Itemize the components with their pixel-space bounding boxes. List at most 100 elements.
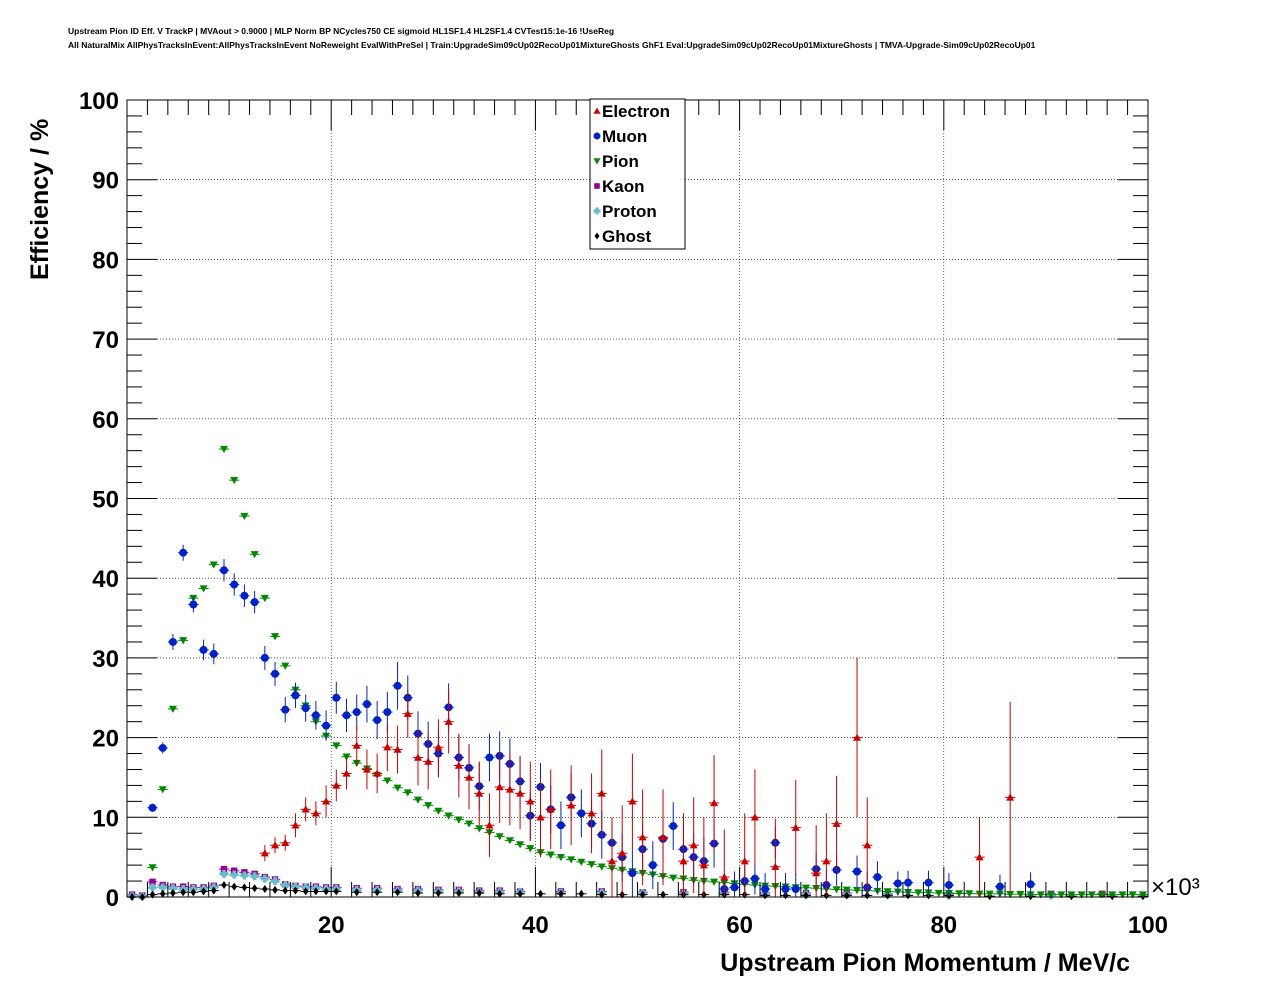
pion-point — [1118, 891, 1127, 899]
x-axis-label: Upstream Pion Momentum / MeV/c — [720, 949, 1130, 977]
pion-point — [424, 802, 433, 810]
ghost-point — [496, 889, 503, 898]
electron-point — [832, 819, 841, 827]
electron-point — [424, 757, 433, 765]
ghost-point — [394, 888, 401, 897]
electron-point — [352, 741, 361, 749]
ghost-point — [578, 889, 585, 898]
pion-point — [454, 816, 463, 824]
pion-point — [710, 878, 719, 886]
pion-point — [1057, 891, 1066, 899]
electron-point — [587, 809, 596, 817]
ghost-point — [302, 887, 309, 896]
ghost-point — [558, 889, 564, 898]
muon-point — [761, 885, 770, 894]
electron-point — [546, 805, 555, 813]
muon-point — [301, 704, 310, 713]
muon-point — [342, 711, 351, 720]
series-pion — [147, 445, 1148, 899]
electron-point — [291, 821, 300, 829]
ghost-point — [594, 232, 600, 240]
legend-box — [589, 98, 686, 250]
muon-point — [179, 548, 188, 557]
muon-point — [485, 753, 494, 762]
electron-point — [710, 798, 719, 807]
muon-point — [260, 653, 269, 662]
ghost-point — [170, 889, 176, 898]
muon-point — [219, 566, 228, 575]
muon-point — [373, 716, 382, 725]
pion-point — [556, 853, 565, 862]
electron-point — [301, 805, 310, 813]
electron-point — [699, 861, 708, 869]
tick-labels: 20 40 60 80 100 0 10 20 30 40 50 60 70 80 90 100 — [79, 88, 1168, 939]
pion-point — [801, 884, 810, 892]
pion-point — [842, 886, 851, 894]
electron-point — [771, 862, 780, 870]
electron-point — [393, 745, 402, 753]
electron-point — [465, 773, 474, 781]
ghost-point — [221, 881, 227, 890]
muon-point — [281, 705, 290, 714]
pion-point — [495, 833, 504, 841]
ghost-point — [251, 884, 258, 893]
pion-point — [1098, 891, 1107, 899]
electron-point — [618, 849, 627, 857]
y-tick-label: 10 — [92, 805, 119, 832]
pion-point — [199, 585, 208, 593]
pion-point — [209, 561, 218, 569]
electron-point — [975, 853, 984, 861]
pion-point — [567, 856, 576, 864]
legend-label: Ghost — [602, 227, 651, 246]
electron-point — [791, 823, 800, 831]
y-tick-label: 40 — [92, 566, 119, 593]
electron-point — [311, 809, 320, 817]
chart-header-line-2: All NaturalMix AllPhysTracksInEvent:AllP… — [68, 40, 1036, 50]
proton-point — [230, 870, 239, 879]
kaon-point — [220, 865, 228, 873]
electron-point — [271, 841, 280, 849]
muon-point — [593, 132, 601, 140]
muon-point — [393, 681, 402, 690]
pion-point — [260, 594, 269, 603]
electron-point — [740, 857, 749, 865]
muon-point — [648, 861, 657, 870]
ghost-point — [210, 886, 217, 895]
ghost-point — [190, 888, 197, 897]
electron-point — [505, 785, 514, 793]
y-tick-label: 80 — [92, 247, 119, 274]
muon-point — [291, 691, 300, 700]
electron-point — [260, 849, 269, 857]
muon-point — [893, 879, 902, 888]
pion-point — [883, 888, 892, 896]
muon-point — [730, 883, 739, 892]
electron-point — [454, 761, 463, 769]
pion-point — [1006, 891, 1015, 899]
electron-point — [689, 841, 698, 849]
muon-point — [209, 649, 218, 658]
muon-point — [362, 700, 371, 709]
x-tick-label: 60 — [726, 912, 753, 939]
pion-point — [475, 825, 484, 833]
muon-point — [230, 580, 239, 589]
electron-point — [485, 821, 494, 829]
pion-point — [985, 890, 994, 898]
kaon-point — [594, 183, 600, 189]
muon-point — [311, 711, 320, 720]
x-tick-label: 100 — [1128, 912, 1168, 939]
ghost-point — [598, 890, 605, 899]
proton-point — [271, 877, 280, 886]
pion-point — [1016, 891, 1025, 899]
electron-point — [516, 789, 525, 797]
muon-point — [199, 645, 208, 654]
pion-point — [271, 633, 280, 641]
ghost-point — [374, 888, 380, 897]
pion-point — [505, 837, 514, 845]
pion-point — [168, 705, 177, 713]
pion-point — [1087, 891, 1096, 899]
pion-point — [593, 158, 601, 165]
electron-point — [362, 765, 371, 773]
electron-point — [1006, 793, 1015, 801]
proton-point — [158, 883, 167, 892]
electron-point — [638, 833, 647, 841]
